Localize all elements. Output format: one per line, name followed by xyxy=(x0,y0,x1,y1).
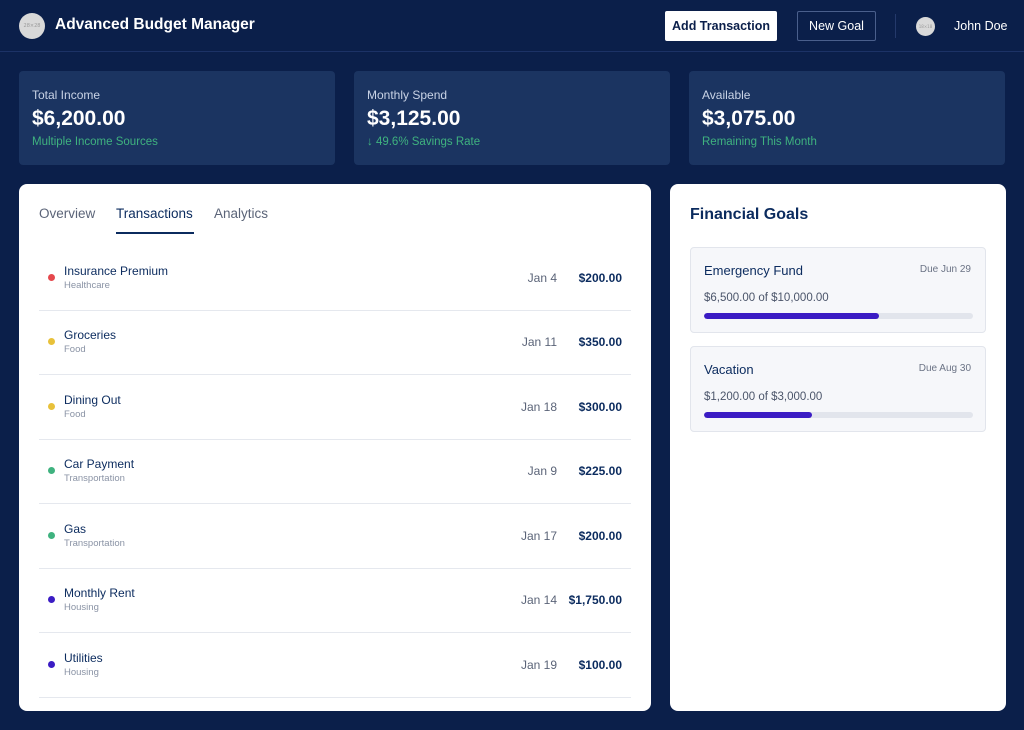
user-avatar-icon[interactable]: 18×18 xyxy=(916,17,935,36)
category-dot-icon xyxy=(48,596,55,603)
category-dot-icon xyxy=(48,274,55,281)
goal-name: Vacation xyxy=(704,362,754,377)
header-divider xyxy=(895,14,896,38)
goal-due-date: Due Aug 30 xyxy=(918,363,971,374)
transaction-row[interactable]: Utilities Housing Jan 19 $100.00 xyxy=(39,634,631,698)
category-dot-icon xyxy=(48,661,55,668)
transaction-row[interactable]: Gas Transportation Jan 17 $200.00 xyxy=(39,505,631,569)
tab-transactions[interactable]: Transactions xyxy=(116,206,193,221)
goal-amount: $1,200.00 of $3,000.00 xyxy=(704,391,823,403)
goals-title: Financial Goals xyxy=(690,206,809,223)
transaction-row[interactable]: Groceries Food Jan 11 $350.00 xyxy=(39,311,631,375)
app-header: 28×28 Advanced Budget Manager Add Transa… xyxy=(0,0,1024,52)
transaction-date: Jan 18 xyxy=(520,400,557,414)
goal-name: Emergency Fund xyxy=(704,263,803,278)
transaction-date: Jan 9 xyxy=(527,464,557,478)
active-tab-indicator xyxy=(116,232,194,234)
transaction-category: Food xyxy=(64,344,86,355)
transaction-amount: $200.00 xyxy=(578,529,622,543)
stat-value: $3,125.00 xyxy=(367,107,461,130)
transaction-date: Jan 4 xyxy=(527,271,557,285)
add-transaction-button[interactable]: Add Transaction xyxy=(665,11,777,41)
transaction-category: Food xyxy=(64,409,86,420)
tab-overview[interactable]: Overview xyxy=(39,206,96,221)
goal-progress-bar xyxy=(704,412,973,418)
transaction-name: Monthly Rent xyxy=(64,586,135,600)
app-title: Advanced Budget Manager xyxy=(55,16,255,33)
transaction-row[interactable]: Dining Out Food Jan 18 $300.00 xyxy=(39,376,631,440)
transaction-date: Jan 17 xyxy=(520,529,557,543)
transaction-amount: $300.00 xyxy=(578,400,622,414)
transaction-category: Transportation xyxy=(64,538,125,549)
transaction-row[interactable]: Insurance Premium Healthcare Jan 4 $200.… xyxy=(39,247,631,311)
stat-subtext: ↓ 49.6% Savings Rate xyxy=(367,136,481,148)
stat-subtext: Remaining This Month xyxy=(702,136,817,148)
new-goal-button[interactable]: New Goal xyxy=(797,11,876,41)
goal-card-emergency-fund[interactable]: Emergency Fund Due Jun 29 $6,500.00 of $… xyxy=(690,247,986,333)
tab-analytics[interactable]: Analytics xyxy=(214,206,269,221)
transaction-amount: $100.00 xyxy=(578,658,622,672)
goal-progress-fill xyxy=(704,313,879,319)
goal-progress-bar xyxy=(704,313,973,319)
transaction-category: Transportation xyxy=(64,473,125,484)
transaction-date: Jan 19 xyxy=(520,658,557,672)
transaction-category: Housing xyxy=(64,667,99,678)
category-dot-icon xyxy=(48,532,55,539)
stat-value: $6,200.00 xyxy=(32,107,126,130)
transactions-panel: Overview Transactions Analytics Insuranc… xyxy=(19,184,651,711)
transaction-name: Car Payment xyxy=(64,457,135,471)
stat-label: Monthly Spend xyxy=(367,88,448,102)
transaction-category: Healthcare xyxy=(64,280,110,291)
transaction-row[interactable]: Monthly Rent Housing Jan 14 $1,750.00 xyxy=(39,569,631,633)
stat-card-monthly-spend: Monthly Spend $3,125.00 ↓ 49.6% Savings … xyxy=(354,71,670,165)
transaction-amount: $1,750.00 xyxy=(568,593,622,607)
logo-icon: 28×28 xyxy=(19,13,45,39)
financial-goals-panel: Financial Goals Emergency Fund Due Jun 2… xyxy=(670,184,1006,711)
stat-card-total-income: Total Income $6,200.00 Multiple Income S… xyxy=(19,71,335,165)
transaction-date: Jan 14 xyxy=(520,593,557,607)
stat-label: Available xyxy=(702,88,751,102)
stat-card-available: Available $3,075.00 Remaining This Month xyxy=(689,71,1005,165)
transaction-amount: $225.00 xyxy=(578,464,622,478)
stat-value: $3,075.00 xyxy=(702,107,796,130)
goal-progress-fill xyxy=(704,412,812,418)
transaction-category: Housing xyxy=(64,602,99,613)
transaction-row[interactable]: Car Payment Transportation Jan 9 $225.00 xyxy=(39,440,631,504)
goal-card-vacation[interactable]: Vacation Due Aug 30 $1,200.00 of $3,000.… xyxy=(690,346,986,432)
transaction-date: Jan 11 xyxy=(521,335,557,349)
category-dot-icon xyxy=(48,338,55,345)
transaction-name: Dining Out xyxy=(64,393,121,407)
goal-amount: $6,500.00 of $10,000.00 xyxy=(704,292,829,304)
goal-due-date: Due Jun 29 xyxy=(919,264,971,275)
transaction-amount: $200.00 xyxy=(578,271,622,285)
transaction-name: Insurance Premium xyxy=(64,264,169,278)
transaction-name: Utilities xyxy=(64,651,103,665)
category-dot-icon xyxy=(48,467,55,474)
stat-label: Total Income xyxy=(32,88,101,102)
transaction-amount: $350.00 xyxy=(578,335,622,349)
transaction-name: Groceries xyxy=(64,328,117,342)
user-name[interactable]: John Doe xyxy=(954,19,1008,33)
category-dot-icon xyxy=(48,403,55,410)
transaction-name: Gas xyxy=(64,522,87,536)
stat-subtext: Multiple Income Sources xyxy=(32,136,158,148)
